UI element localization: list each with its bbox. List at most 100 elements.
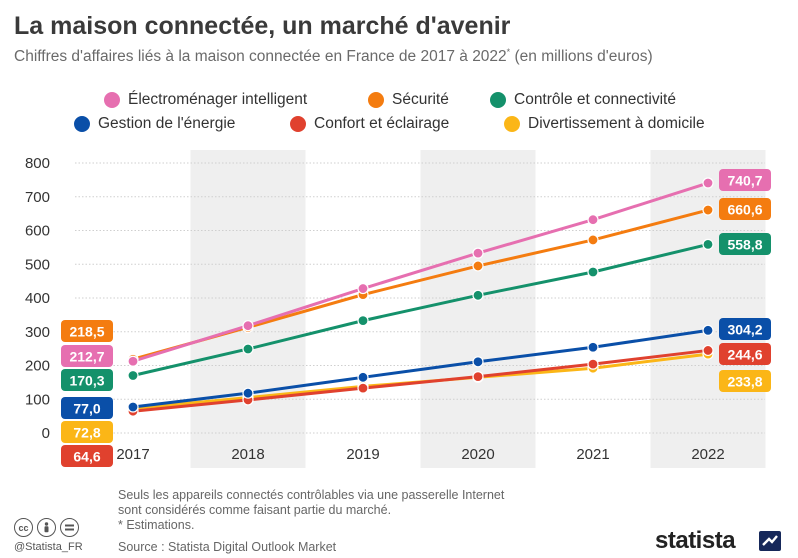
series-line xyxy=(132,181,709,363)
x-tick-label: 2018 xyxy=(231,446,264,463)
value-label-box xyxy=(61,345,113,367)
y-axis: 0 100 200 300 400 500 600 700 800 xyxy=(25,155,50,442)
value-label: 77,0 xyxy=(73,401,100,417)
data-point xyxy=(702,177,714,189)
statista-logo-icon xyxy=(759,531,781,551)
data-point xyxy=(472,371,484,383)
background-band xyxy=(190,150,306,468)
value-label: 304,2 xyxy=(727,322,762,338)
data-point xyxy=(472,356,484,368)
data-point xyxy=(587,234,599,246)
footnote-line: sont considérés comme faisant partie du … xyxy=(118,503,392,517)
y-tick-label: 700 xyxy=(25,189,50,206)
value-label: 212,7 xyxy=(69,349,104,365)
license-icons: cc xyxy=(14,518,79,537)
value-label-box xyxy=(61,320,113,342)
value-labels: 212,7 740,7 218,5 660,6 170,3 558,8 77,0 304,2 6… xyxy=(61,169,771,467)
series-lines xyxy=(132,181,709,413)
value-label-box xyxy=(719,233,771,255)
legend-item-electromenager: Électroménager intelligent xyxy=(104,91,307,109)
background-bands xyxy=(190,150,766,468)
legend-item-energie: Gestion de l'énergie xyxy=(74,115,235,133)
legend-label: Confort et éclairage xyxy=(314,115,450,132)
series-points xyxy=(127,177,714,417)
source-text: Source : Statista Digital Outlook Market xyxy=(118,540,337,554)
footnote-line: Seuls les appareils connectés contrôlabl… xyxy=(118,488,505,502)
legend-label: Contrôle et connectivité xyxy=(514,91,676,108)
data-point xyxy=(242,343,254,355)
data-point xyxy=(357,315,369,327)
data-point xyxy=(587,266,599,278)
background-band xyxy=(420,150,536,468)
legend-dot-icon xyxy=(74,116,90,132)
data-point xyxy=(127,369,139,382)
value-label-box xyxy=(61,421,113,443)
data-point xyxy=(587,214,599,226)
legend-item-controle: Contrôle et connectivité xyxy=(490,91,676,109)
legend-item-securite: Sécurité xyxy=(368,91,449,109)
value-label: 558,8 xyxy=(727,237,762,253)
value-label-box xyxy=(719,370,771,392)
series-line xyxy=(132,242,709,377)
x-tick-label: 2020 xyxy=(461,446,494,463)
data-point xyxy=(127,401,139,413)
data-point xyxy=(702,344,714,357)
data-point xyxy=(127,355,139,367)
x-tick-label: 2022 xyxy=(691,446,724,463)
value-label: 244,6 xyxy=(727,347,762,363)
value-label: 233,8 xyxy=(727,374,762,390)
data-point xyxy=(357,382,369,394)
statista-logo: statista xyxy=(655,527,736,554)
y-tick-label: 600 xyxy=(25,223,50,240)
value-label: 218,5 xyxy=(69,324,104,340)
value-label: 170,3 xyxy=(69,373,104,389)
chart-title: La maison connectée, un marché d'avenir xyxy=(14,12,511,40)
value-label-box xyxy=(61,445,113,467)
y-tick-label: 500 xyxy=(25,256,50,273)
y-tick-label: 800 xyxy=(25,155,50,172)
data-point xyxy=(242,320,254,332)
legend-item-divertissement: Divertissement à domicile xyxy=(504,115,705,133)
y-tick-label: 400 xyxy=(25,290,50,307)
y-tick-label: 300 xyxy=(25,324,50,341)
value-label: 64,6 xyxy=(73,449,100,465)
x-axis: 2017 2018 2019 2020 2021 2022 xyxy=(116,446,724,463)
subtitle-unit: (en millions d'euros) xyxy=(510,48,653,66)
y-tick-label: 0 xyxy=(42,425,50,442)
data-point xyxy=(702,238,714,251)
legend-dot-icon xyxy=(290,116,306,132)
data-point xyxy=(702,204,714,216)
data-point xyxy=(587,358,599,370)
series-line xyxy=(132,328,709,409)
y-tick-label: 100 xyxy=(25,391,50,408)
data-point xyxy=(702,324,714,336)
value-label-box xyxy=(719,318,771,340)
x-tick-label: 2021 xyxy=(576,446,609,463)
subtitle-asterisk: * xyxy=(506,47,511,57)
y-tick-label: 200 xyxy=(25,358,50,375)
legend-dot-icon xyxy=(104,92,120,108)
x-tick-label: 2017 xyxy=(116,446,149,463)
legend-dot-icon xyxy=(368,92,384,108)
nd-icon xyxy=(60,518,79,537)
value-label-box xyxy=(719,169,771,191)
value-label-box xyxy=(719,343,771,365)
value-label-box xyxy=(719,198,771,220)
background-band xyxy=(650,150,766,468)
footnote: Seuls les appareils connectés contrôlabl… xyxy=(118,488,504,533)
data-point xyxy=(357,371,369,383)
value-label-box xyxy=(61,369,113,391)
data-point xyxy=(242,387,254,399)
legend-label: Gestion de l'énergie xyxy=(98,115,236,132)
value-label: 72,8 xyxy=(73,425,100,441)
data-point xyxy=(472,289,484,301)
legend-dot-icon xyxy=(490,92,506,108)
legend-label: Divertissement à domicile xyxy=(528,115,705,132)
data-point xyxy=(587,341,599,353)
subtitle-text: Chiffres d'affaires liés à la maison con… xyxy=(14,48,507,66)
data-point xyxy=(472,260,484,272)
by-icon xyxy=(37,518,56,537)
legend-item-confort: Confort et éclairage xyxy=(290,115,449,133)
series-line xyxy=(132,348,709,413)
data-point xyxy=(472,247,484,259)
